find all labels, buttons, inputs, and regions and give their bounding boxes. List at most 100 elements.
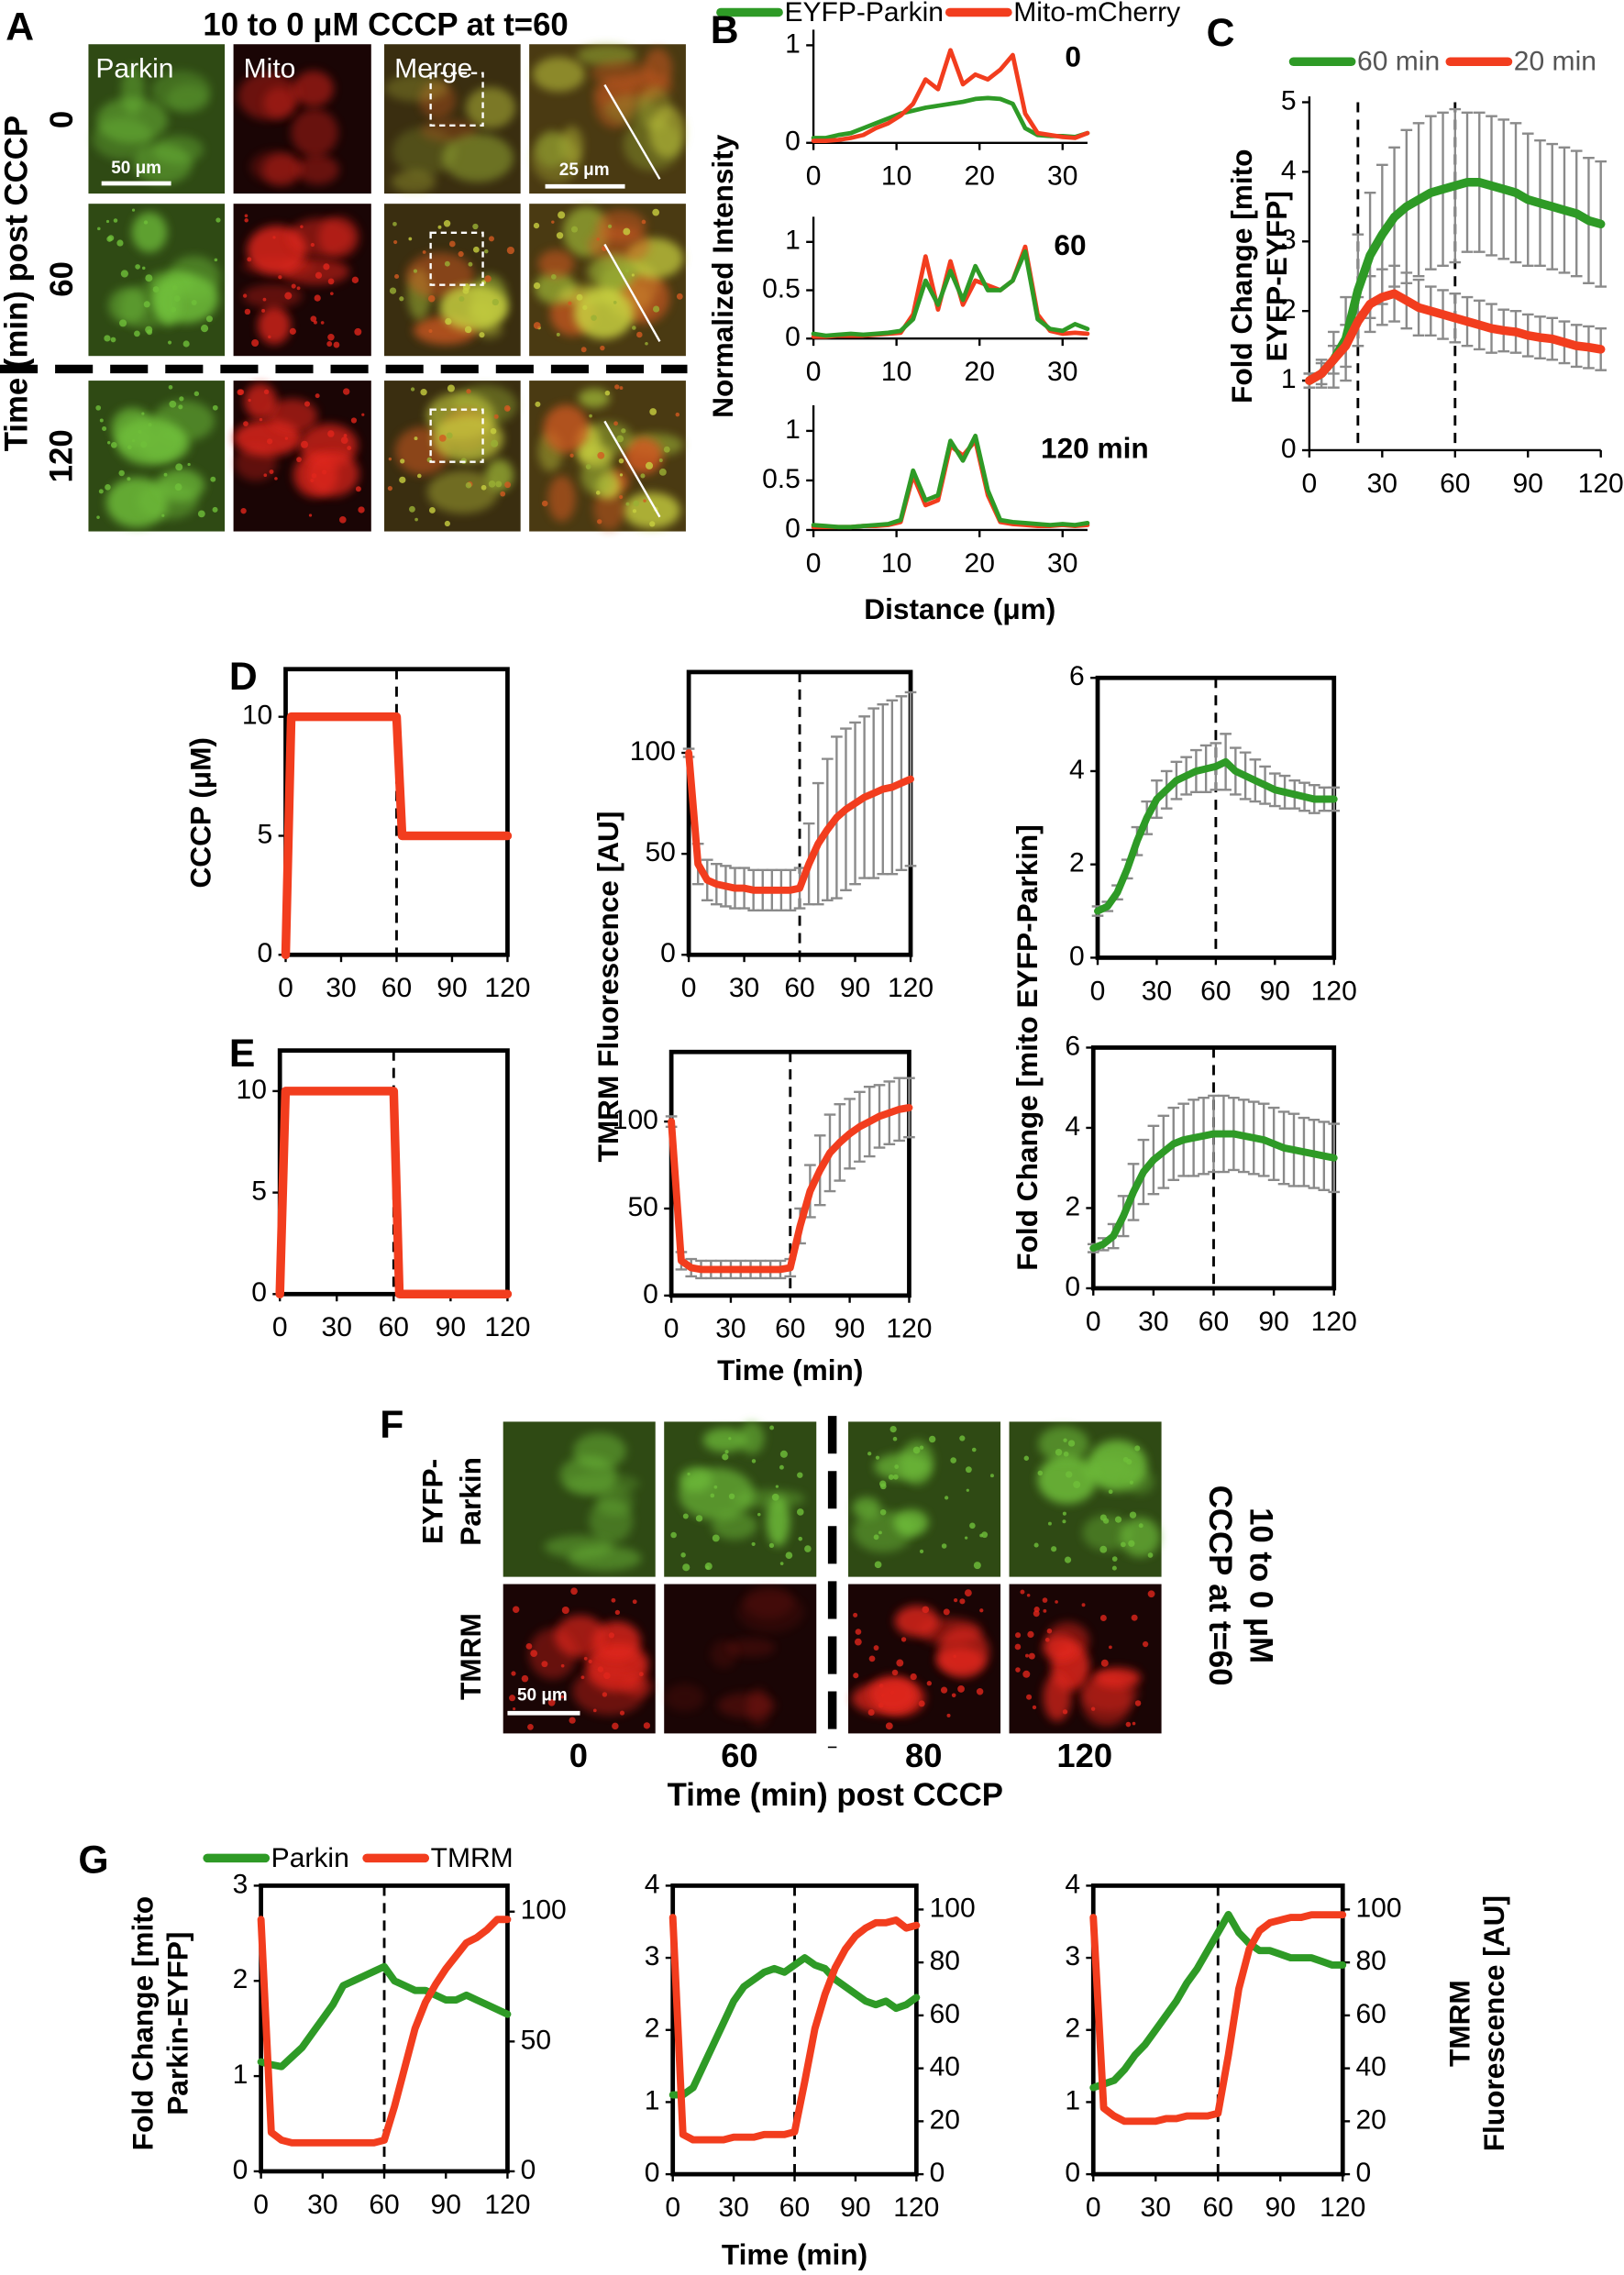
mito-spot (1099, 1615, 1107, 1621)
mito-spot (556, 232, 564, 239)
x-tick-label: 30 (1047, 161, 1077, 192)
mito-spot (462, 287, 470, 294)
zoom-box (429, 408, 484, 463)
cell-blob (432, 414, 503, 462)
cell-blob (543, 404, 589, 454)
cell-blob (235, 445, 277, 481)
mito-spot (163, 472, 168, 477)
cell-blob (108, 287, 148, 325)
mito-spot (878, 1530, 882, 1535)
cell-blob (577, 445, 614, 467)
micrograph (1009, 1584, 1162, 1734)
mito-spot (145, 274, 153, 282)
mito-spot (134, 330, 140, 337)
mito-spot (771, 1493, 779, 1501)
mito-spot (1023, 1455, 1030, 1461)
mito-spot (389, 287, 397, 294)
mito-spot (120, 270, 128, 278)
mito-spot (569, 453, 574, 458)
mito-spot (1015, 1667, 1021, 1673)
mito-spot (1100, 1659, 1109, 1667)
mito-spot (193, 391, 200, 397)
mito-spot (174, 483, 182, 491)
mito-spot (940, 1686, 948, 1694)
mito-spot (638, 1672, 644, 1677)
mito-spot (592, 1708, 597, 1713)
mito-spot (1073, 1480, 1081, 1489)
mito-spot (551, 220, 555, 224)
legend-label: 20 min (1514, 47, 1596, 77)
x-tick-label: 60 (369, 2190, 399, 2220)
mito-spot (951, 1693, 956, 1698)
mito-spot (140, 441, 148, 448)
micrograph (503, 1421, 656, 1577)
mito-spot (724, 1450, 729, 1454)
mito-spot (580, 1675, 585, 1680)
mito-spot (495, 480, 503, 488)
micrograph (529, 44, 686, 194)
mito-spot (261, 308, 266, 313)
cell-blob (1080, 1673, 1139, 1713)
axis-label: Time (min) (717, 1353, 863, 1386)
y-tick-label: 5 (251, 1176, 267, 1207)
mito-spot (785, 1552, 793, 1560)
mito-spot (1033, 1607, 1040, 1613)
mito-spot (1025, 1653, 1029, 1658)
mito-spot (269, 469, 274, 475)
cell-blob (727, 1638, 776, 1657)
x-tick-label: 60 (379, 1312, 409, 1342)
mito-spot (919, 1445, 924, 1450)
y-tick-label: 50 (645, 837, 675, 867)
mito-spot (168, 384, 173, 390)
mito-spot (695, 1515, 703, 1522)
x-tick-label: 0 (806, 161, 822, 192)
mito-spot (354, 327, 362, 336)
series-line (668, 1914, 921, 2144)
mito-spot (464, 326, 472, 334)
y2-tick-label: 50 (521, 2025, 551, 2055)
mito-spot (212, 506, 218, 513)
x-tick-label: 30 (715, 1314, 746, 1344)
panel-letter: E (229, 1032, 255, 1076)
micrograph (848, 1421, 1001, 1577)
mito-spot (443, 220, 451, 227)
mito-spot (289, 327, 296, 335)
cell-blob (384, 74, 448, 102)
cell-blob (679, 1467, 755, 1520)
mito-spot (342, 388, 350, 395)
mito-spot (950, 1457, 956, 1463)
row-label: Parkin (454, 1457, 487, 1546)
mito-spot (585, 464, 591, 469)
mito-spot (589, 414, 592, 418)
mito-spot (116, 239, 124, 247)
series-line (281, 712, 513, 960)
y-tick-label: 0 (258, 938, 273, 968)
mito-spot (215, 217, 221, 223)
mito-spot (797, 1472, 803, 1478)
mito-spot (1047, 1521, 1052, 1526)
cell-blob (1082, 1514, 1132, 1552)
mito-spot (768, 1542, 775, 1549)
mito-spot (315, 271, 323, 279)
mito-spot (964, 1536, 968, 1540)
mito-spot (1131, 1614, 1138, 1621)
axis-label: EYFP-EYFP] (1260, 191, 1293, 361)
cell-blob (1083, 1456, 1132, 1484)
mito-spot (191, 299, 197, 306)
mito-spot (1020, 1589, 1025, 1595)
mito-spot (867, 1452, 872, 1456)
mito-spot (680, 1552, 686, 1558)
x-tick-label: 60 (779, 2192, 810, 2223)
column-label: Mito (244, 54, 296, 84)
mito-spot (891, 1669, 899, 1676)
mito-spot (989, 1474, 994, 1478)
panel-letter: C (1207, 11, 1235, 55)
x-tick-label: 60 (775, 1314, 805, 1344)
mito-spot (428, 329, 433, 334)
x-tick-label: 0 (664, 1314, 679, 1344)
mito-spot (918, 1700, 925, 1707)
mito-spot (468, 261, 473, 267)
cell-blob (1037, 1454, 1098, 1505)
mito-spot (479, 332, 485, 338)
cell-blob (1043, 1634, 1077, 1662)
